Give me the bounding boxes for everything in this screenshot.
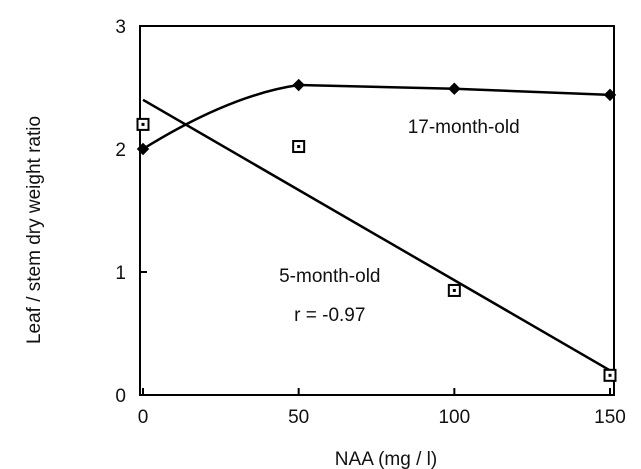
series-layer bbox=[136, 78, 617, 382]
data-point-5-month-center bbox=[608, 373, 612, 377]
y-tick-label: 3 bbox=[115, 17, 126, 38]
x-tick-label: 100 bbox=[438, 407, 470, 428]
annotation: 5-month-old bbox=[279, 266, 380, 287]
regression-line-5-month bbox=[142, 98, 611, 372]
x-axis: 0 50 100 150 bbox=[138, 388, 626, 428]
x-axis-label: NAA (mg / l) bbox=[335, 449, 437, 469]
y-tick-label: 0 bbox=[115, 386, 126, 407]
y-axis-label: Leaf / stem dry weight ratio bbox=[24, 116, 45, 344]
annotation: r = -0.97 bbox=[294, 305, 365, 326]
y-tick-label: 1 bbox=[115, 263, 126, 284]
data-point-17-month bbox=[136, 142, 150, 156]
annotation: 17-month-old bbox=[408, 117, 520, 138]
data-point-5-month-center bbox=[297, 145, 301, 149]
data-point-17-month bbox=[603, 88, 617, 102]
data-point-5-month-center bbox=[452, 288, 456, 292]
x-tick-label: 150 bbox=[594, 407, 626, 428]
data-point-17-month bbox=[292, 78, 305, 92]
data-point-5-month-center bbox=[141, 122, 145, 126]
y-tick-label: 2 bbox=[115, 140, 126, 161]
annotations: 17-month-old 5-month-old r = -0.97 bbox=[279, 117, 520, 326]
x-tick-label: 50 bbox=[288, 407, 309, 428]
x-tick-label: 0 bbox=[138, 407, 149, 428]
data-point-17-month bbox=[448, 82, 461, 95]
plot-frame bbox=[139, 25, 615, 396]
y-axis: 0 1 2 3 bbox=[115, 17, 147, 407]
